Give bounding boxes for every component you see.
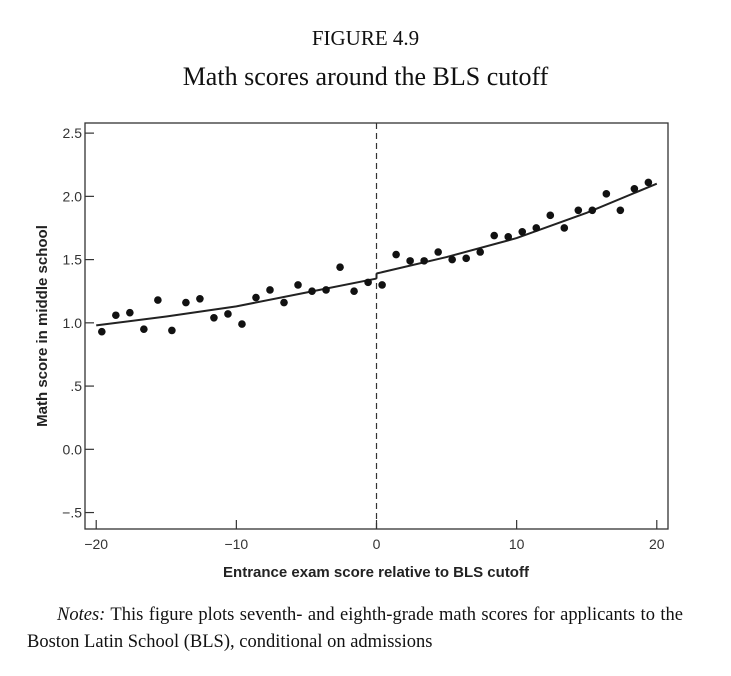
data-point [350,287,358,296]
data-point [308,287,316,296]
data-point [154,296,162,304]
figure-title: Math scores around the BLS cutoff [182,62,549,91]
x-tick-label: −20 [84,536,108,552]
data-point [644,178,653,187]
data-point [266,286,274,294]
data-point [588,206,597,215]
notes-text: This figure plots seventh- and eighth-gr… [27,605,683,652]
figure-notes: Notes: This figure plots seventh- and ei… [27,602,683,656]
data-point [252,293,260,302]
y-axis-title: Math score in middle school [34,225,51,427]
scatter-chart: −20 −10 0 10 20 2.5 2.0 1.5 1.0 .5 0.0 −.5 Entrance… [34,122,669,581]
data-point [182,298,190,307]
y-tick-label: 2.0 [63,188,83,204]
data-point [98,327,106,336]
data-point [616,206,625,215]
fit-line-left [96,277,377,327]
data-point [574,206,583,215]
data-point [560,224,569,232]
data-point [490,231,499,240]
data-point [378,281,386,289]
data-point [602,190,611,198]
data-point [434,248,442,256]
data-point [210,313,218,322]
data-point [476,248,485,256]
data-point [420,257,428,265]
data-point [448,255,456,264]
x-tick-label: −10 [224,536,248,552]
data-point [238,320,246,328]
data-point [126,308,134,317]
data-point [392,250,400,259]
data-point [196,295,204,303]
data-point [168,326,176,335]
y-tick-label: .5 [70,378,82,394]
x-tick-label: 10 [509,536,525,552]
y-tick-label: 0.0 [63,441,83,457]
y-tick-label: 1.0 [63,315,83,331]
data-point [406,257,414,265]
y-tick-label: 1.5 [63,252,83,268]
data-point [140,325,148,333]
notes-lead: Notes: [57,605,106,625]
y-tick-label: 2.5 [63,125,83,141]
data-point [336,263,344,271]
x-tick-label: 20 [649,536,665,552]
data-point [504,233,513,241]
x-axis-title: Entrance exam score relative to BLS cuto… [223,564,530,581]
data-point [518,227,527,236]
data-point [364,278,372,287]
data-point [546,211,555,220]
fit-line-right [376,182,658,275]
data-point [294,281,302,289]
data-point [532,224,541,232]
data-point [630,184,639,193]
data-point [112,311,120,320]
x-tick-label: 0 [373,536,381,552]
data-point [280,298,288,307]
data-point [462,254,470,263]
y-tick-label: −.5 [62,505,82,521]
figure-label: FIGURE 4.9 [311,26,420,50]
data-point [224,310,232,318]
data-point [322,286,330,294]
